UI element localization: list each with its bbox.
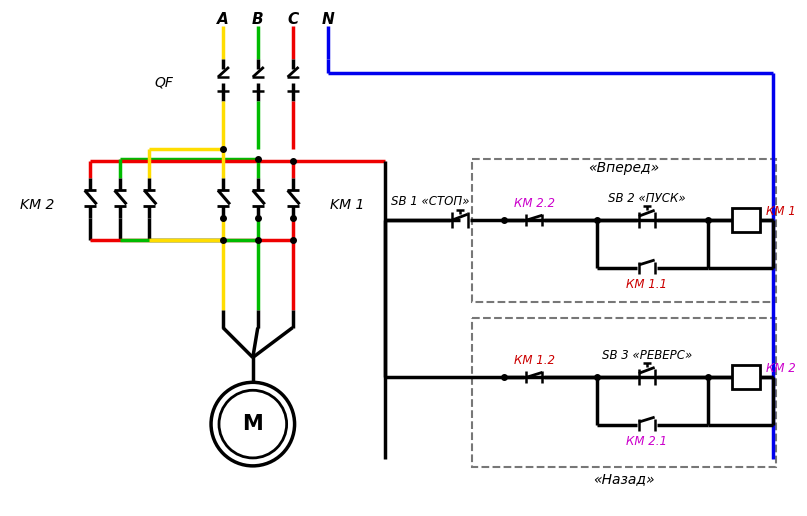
Text: M: M: [242, 414, 263, 434]
Bar: [732, 208, 760, 232]
Text: KM 1: KM 1: [330, 198, 365, 212]
Text: B: B: [252, 12, 264, 27]
Text: A: A: [217, 12, 229, 27]
Text: SB 2 «ПУСК»: SB 2 «ПУСК»: [608, 192, 685, 205]
Text: N: N: [322, 12, 335, 27]
Bar: [471, 158, 776, 302]
Text: QF: QF: [154, 76, 174, 90]
Text: «Вперед»: «Вперед»: [588, 162, 659, 175]
Bar: [471, 318, 776, 467]
Text: КМ 2.2: КМ 2.2: [514, 197, 554, 210]
Bar: [732, 365, 760, 389]
Text: SB 1 «СТОП»: SB 1 «СТОП»: [391, 195, 469, 208]
Text: C: C: [287, 12, 299, 27]
Text: КМ 1.1: КМ 1.1: [626, 278, 667, 291]
Text: КМ 1.2: КМ 1.2: [514, 354, 554, 367]
Text: «Назад»: «Назад»: [593, 472, 654, 486]
Text: КМ 1: КМ 1: [766, 205, 796, 218]
Text: KM 2: KM 2: [19, 198, 54, 212]
Text: SB 3 «РЕВЕРС»: SB 3 «РЕВЕРС»: [601, 349, 692, 362]
Text: КМ 2.1: КМ 2.1: [626, 435, 667, 448]
Text: КМ 2: КМ 2: [766, 362, 796, 375]
